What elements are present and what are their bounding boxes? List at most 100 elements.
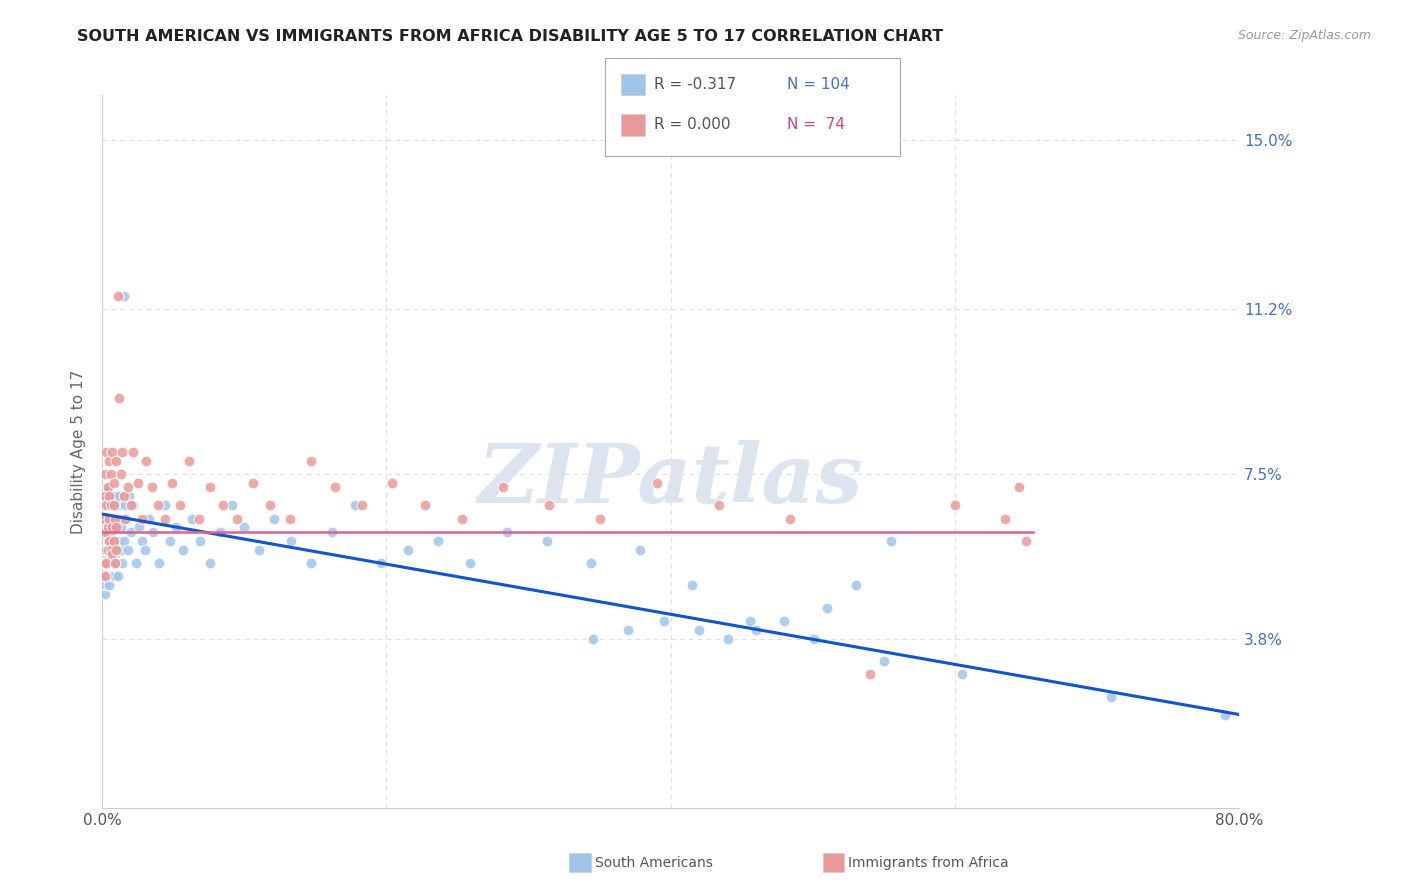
Point: [845, 578, 868, 592]
Point: [94, 569, 117, 583]
Point: [259, 498, 281, 512]
Point: [122, 444, 145, 458]
Point: [104, 556, 127, 570]
Point: [97, 556, 120, 570]
Point: [112, 489, 135, 503]
Point: [589, 511, 612, 525]
Point: [263, 511, 285, 525]
Point: [125, 556, 148, 570]
Point: [112, 289, 135, 303]
Point: [94, 587, 117, 601]
Point: [96, 444, 118, 458]
Point: [93, 511, 115, 525]
Point: [104, 547, 127, 561]
Text: N = 104: N = 104: [787, 78, 851, 92]
Point: [105, 556, 128, 570]
Point: [803, 632, 825, 646]
Point: [101, 520, 124, 534]
Point: [100, 556, 122, 570]
Point: [859, 667, 882, 681]
Point: [107, 289, 129, 303]
Point: [98, 453, 121, 467]
Point: [96, 498, 118, 512]
Point: [96, 547, 118, 561]
Point: [536, 533, 558, 548]
Point: [93, 533, 115, 548]
Point: [96, 569, 118, 583]
Text: SOUTH AMERICAN VS IMMIGRANTS FROM AFRICA DISABILITY AGE 5 TO 17 CORRELATION CHAR: SOUTH AMERICAN VS IMMIGRANTS FROM AFRICA…: [77, 29, 943, 44]
Point: [652, 614, 675, 628]
Point: [98, 489, 121, 503]
Point: [413, 498, 436, 512]
Point: [617, 623, 640, 637]
Point: [299, 556, 322, 570]
Point: [110, 520, 132, 534]
Point: [100, 547, 122, 561]
Point: [105, 542, 128, 557]
Point: [460, 556, 482, 570]
Point: [169, 498, 191, 512]
Point: [426, 533, 449, 548]
Point: [97, 480, 120, 494]
Point: [950, 667, 973, 681]
Point: [105, 520, 128, 534]
Point: [212, 498, 235, 512]
Point: [579, 556, 602, 570]
Point: [450, 511, 472, 525]
Text: R = 0.000: R = 0.000: [654, 118, 730, 132]
Point: [98, 542, 121, 557]
Point: [707, 498, 730, 512]
Point: [278, 511, 301, 525]
Point: [323, 480, 346, 494]
Point: [352, 498, 374, 512]
Point: [105, 520, 128, 534]
Point: [103, 520, 125, 534]
Point: [180, 511, 202, 525]
Point: [299, 453, 322, 467]
Point: [688, 623, 710, 637]
Point: [100, 524, 122, 539]
Point: [773, 614, 796, 628]
Point: [104, 569, 127, 583]
Point: [943, 498, 966, 512]
Point: [105, 453, 128, 467]
Point: [97, 520, 120, 534]
Point: [221, 498, 243, 512]
Point: [96, 520, 118, 534]
Point: [233, 520, 256, 534]
Point: [153, 498, 176, 512]
Point: [177, 453, 200, 467]
Point: [153, 511, 176, 525]
Point: [209, 524, 232, 539]
Point: [717, 632, 740, 646]
Point: [107, 533, 129, 548]
Y-axis label: Disability Age 5 to 17: Disability Age 5 to 17: [72, 369, 86, 533]
Point: [94, 524, 117, 539]
Point: [146, 498, 169, 512]
Point: [103, 556, 125, 570]
Point: [100, 498, 122, 512]
Point: [93, 524, 115, 539]
Point: [97, 542, 120, 557]
Point: [94, 511, 117, 525]
Point: [117, 542, 139, 557]
Point: [1008, 480, 1031, 494]
Point: [104, 489, 127, 503]
Point: [107, 569, 129, 583]
Point: [131, 533, 153, 548]
Point: [101, 569, 124, 583]
Point: [101, 511, 124, 525]
Point: [381, 475, 404, 490]
Text: R = -0.317: R = -0.317: [654, 78, 735, 92]
Point: [110, 542, 132, 557]
Point: [1099, 690, 1122, 704]
Point: [98, 578, 121, 592]
Point: [104, 511, 127, 525]
Point: [1213, 707, 1236, 722]
Point: [96, 542, 118, 557]
Point: [138, 511, 160, 525]
Point: [745, 623, 768, 637]
Point: [321, 524, 343, 539]
Point: [103, 533, 125, 548]
Point: [117, 480, 139, 494]
